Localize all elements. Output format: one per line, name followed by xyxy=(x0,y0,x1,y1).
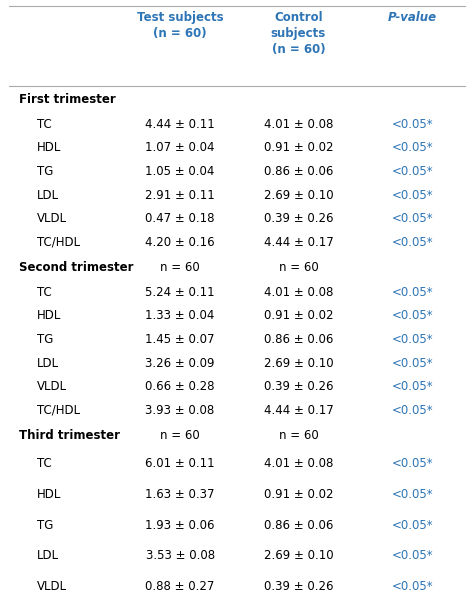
Text: n = 60: n = 60 xyxy=(160,429,200,442)
Text: 1.33 ± 0.04: 1.33 ± 0.04 xyxy=(146,310,215,323)
Text: TC: TC xyxy=(37,286,52,299)
Text: LDL: LDL xyxy=(37,549,59,562)
Text: 4.44 ± 0.17: 4.44 ± 0.17 xyxy=(264,404,333,417)
Text: VLDL: VLDL xyxy=(37,381,67,394)
Text: 0.39 ± 0.26: 0.39 ± 0.26 xyxy=(264,579,333,590)
Text: n = 60: n = 60 xyxy=(279,429,319,442)
Text: TG: TG xyxy=(37,165,53,178)
Text: 0.91 ± 0.02: 0.91 ± 0.02 xyxy=(264,142,333,155)
Text: 1.07 ± 0.04: 1.07 ± 0.04 xyxy=(146,142,215,155)
Text: Control
subjects
(n = 60): Control subjects (n = 60) xyxy=(271,11,326,56)
Text: HDL: HDL xyxy=(37,310,61,323)
Text: LDL: LDL xyxy=(37,189,59,202)
Text: 0.86 ± 0.06: 0.86 ± 0.06 xyxy=(264,165,333,178)
Text: Second trimester: Second trimester xyxy=(18,261,133,274)
Text: <0.05*: <0.05* xyxy=(392,381,433,394)
Text: <0.05*: <0.05* xyxy=(392,404,433,417)
Text: <0.05*: <0.05* xyxy=(392,457,433,470)
Text: 1.45 ± 0.07: 1.45 ± 0.07 xyxy=(146,333,215,346)
Text: 0.91 ± 0.02: 0.91 ± 0.02 xyxy=(264,310,333,323)
Text: <0.05*: <0.05* xyxy=(392,519,433,532)
Text: TC/HDL: TC/HDL xyxy=(37,236,80,249)
Text: <0.05*: <0.05* xyxy=(392,118,433,131)
Text: 0.86 ± 0.06: 0.86 ± 0.06 xyxy=(264,519,333,532)
Text: n = 60: n = 60 xyxy=(160,261,200,274)
Text: 3.93 ± 0.08: 3.93 ± 0.08 xyxy=(146,404,215,417)
Text: 0.39 ± 0.26: 0.39 ± 0.26 xyxy=(264,381,333,394)
Text: 0.66 ± 0.28: 0.66 ± 0.28 xyxy=(146,381,215,394)
Text: VLDL: VLDL xyxy=(37,212,67,225)
Text: TG: TG xyxy=(37,519,53,532)
Text: 4.44 ± 0.17: 4.44 ± 0.17 xyxy=(264,236,333,249)
Text: TG: TG xyxy=(37,333,53,346)
Text: HDL: HDL xyxy=(37,142,61,155)
Text: <0.05*: <0.05* xyxy=(392,189,433,202)
Text: TC/HDL: TC/HDL xyxy=(37,404,80,417)
Text: <0.05*: <0.05* xyxy=(392,488,433,501)
Text: 1.05 ± 0.04: 1.05 ± 0.04 xyxy=(146,165,215,178)
Text: <0.05*: <0.05* xyxy=(392,549,433,562)
Text: 2.69 ± 0.10: 2.69 ± 0.10 xyxy=(264,549,333,562)
Text: 2.69 ± 0.10: 2.69 ± 0.10 xyxy=(264,189,333,202)
Text: <0.05*: <0.05* xyxy=(392,212,433,225)
Text: 0.88 ± 0.27: 0.88 ± 0.27 xyxy=(146,579,215,590)
Text: 0.47 ± 0.18: 0.47 ± 0.18 xyxy=(146,212,215,225)
Text: 3.26 ± 0.09: 3.26 ± 0.09 xyxy=(146,357,215,370)
Text: <0.05*: <0.05* xyxy=(392,165,433,178)
Text: 0.91 ± 0.02: 0.91 ± 0.02 xyxy=(264,488,333,501)
Text: 4.20 ± 0.16: 4.20 ± 0.16 xyxy=(146,236,215,249)
Text: 4.01 ± 0.08: 4.01 ± 0.08 xyxy=(264,286,333,299)
Text: 4.01 ± 0.08: 4.01 ± 0.08 xyxy=(264,457,333,470)
Text: 0.39 ± 0.26: 0.39 ± 0.26 xyxy=(264,212,333,225)
Text: <0.05*: <0.05* xyxy=(392,310,433,323)
Text: <0.05*: <0.05* xyxy=(392,579,433,590)
Text: <0.05*: <0.05* xyxy=(392,142,433,155)
Text: HDL: HDL xyxy=(37,488,61,501)
Text: 5.24 ± 0.11: 5.24 ± 0.11 xyxy=(146,286,215,299)
Text: 1.93 ± 0.06: 1.93 ± 0.06 xyxy=(146,519,215,532)
Text: 1.63 ± 0.37: 1.63 ± 0.37 xyxy=(146,488,215,501)
Text: 4.44 ± 0.11: 4.44 ± 0.11 xyxy=(145,118,215,131)
Text: <0.05*: <0.05* xyxy=(392,357,433,370)
Text: 4.01 ± 0.08: 4.01 ± 0.08 xyxy=(264,118,333,131)
Text: <0.05*: <0.05* xyxy=(392,236,433,249)
Text: Test subjects
(n = 60): Test subjects (n = 60) xyxy=(137,11,223,40)
Text: n = 60: n = 60 xyxy=(279,261,319,274)
Text: LDL: LDL xyxy=(37,357,59,370)
Text: 0.86 ± 0.06: 0.86 ± 0.06 xyxy=(264,333,333,346)
Text: VLDL: VLDL xyxy=(37,579,67,590)
Text: First trimester: First trimester xyxy=(18,93,115,106)
Text: 2.69 ± 0.10: 2.69 ± 0.10 xyxy=(264,357,333,370)
Text: Third trimester: Third trimester xyxy=(18,429,119,442)
Text: 2.91 ± 0.11: 2.91 ± 0.11 xyxy=(145,189,215,202)
Text: 3.53 ± 0.08: 3.53 ± 0.08 xyxy=(146,549,215,562)
Text: P-value: P-value xyxy=(388,11,437,24)
Text: TC: TC xyxy=(37,118,52,131)
Text: 6.01 ± 0.11: 6.01 ± 0.11 xyxy=(146,457,215,470)
Text: <0.05*: <0.05* xyxy=(392,286,433,299)
Text: <0.05*: <0.05* xyxy=(392,333,433,346)
Text: TC: TC xyxy=(37,457,52,470)
